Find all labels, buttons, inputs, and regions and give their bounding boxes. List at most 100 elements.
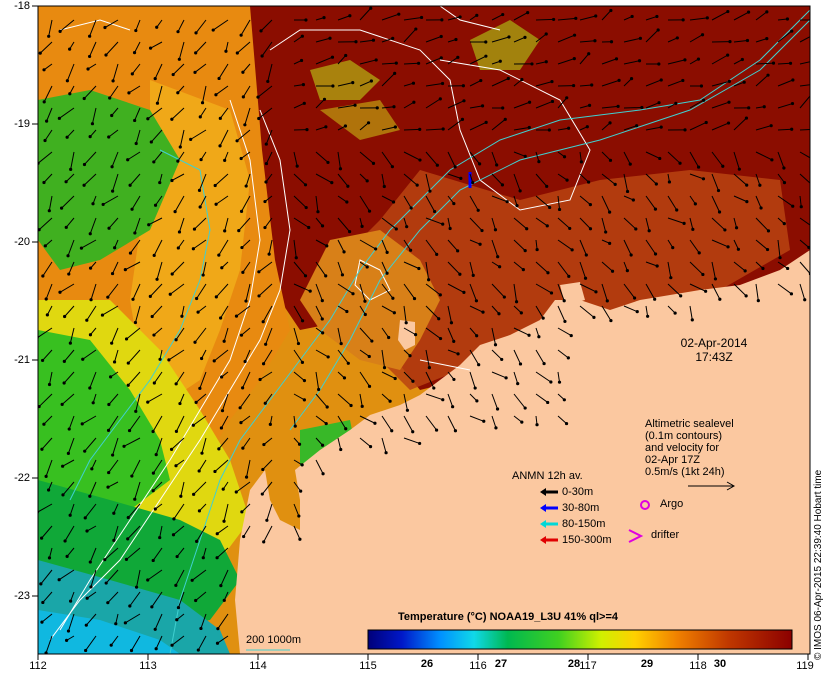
velocity-arrow-head: [103, 558, 107, 562]
velocity-arrow: [667, 217, 685, 224]
velocity-arrow-head: [516, 381, 520, 386]
velocity-arrow-head: [130, 72, 134, 76]
velocity-arrow-head: [718, 297, 722, 301]
velocity-arrow-head: [734, 226, 739, 230]
velocity-arrow: [337, 195, 348, 203]
velocity-arrow: [601, 195, 611, 213]
velocity-arrow: [223, 503, 229, 522]
velocity-arrow-head: [409, 248, 413, 252]
velocity-arrow-head: [174, 583, 178, 587]
velocity-arrow-head: [790, 101, 795, 106]
velocity-arrow-head: [647, 229, 651, 233]
velocity-arrow-head: [681, 18, 685, 22]
velocity-arrow-head: [346, 184, 350, 188]
velocity-arrow: [425, 151, 438, 166]
velocity-arrow: [667, 37, 678, 43]
velocity-arrow-head: [189, 137, 193, 141]
velocity-arrow: [755, 283, 759, 301]
velocity-arrow: [159, 525, 163, 538]
velocity-arrow-head: [630, 14, 634, 19]
velocity-arrow-head: [321, 472, 325, 476]
velocity-arrow: [105, 41, 119, 56]
velocity-arrow-head: [263, 199, 267, 204]
velocity-arrow: [557, 305, 566, 322]
velocity-arrow: [40, 569, 53, 585]
velocity-arrow: [447, 173, 461, 179]
velocity-arrow-head: [239, 421, 243, 425]
velocity-arrow: [128, 85, 141, 94]
velocity-arrow-head: [366, 121, 371, 125]
velocity-arrow-head: [745, 200, 749, 204]
velocity-arrow-head: [214, 295, 218, 299]
velocity-arrow: [513, 261, 524, 271]
velocity-arrow-head: [701, 177, 706, 181]
velocity-arrow-head: [570, 248, 574, 252]
velocity-arrow-head: [175, 554, 179, 559]
velocity-arrow-head: [452, 377, 456, 382]
velocity-arrow-head: [693, 202, 697, 206]
velocity-arrow-head: [83, 449, 87, 453]
velocity-arrow: [268, 239, 273, 255]
velocity-arrow: [67, 613, 75, 632]
velocity-arrow: [112, 63, 119, 81]
velocity-arrow: [238, 217, 251, 231]
velocity-arrow-head: [609, 318, 613, 323]
velocity-arrow-head: [299, 489, 303, 493]
velocity-arrow-head: [171, 72, 175, 77]
velocity-arrow-head: [113, 246, 117, 250]
velocity-arrow: [447, 327, 455, 342]
velocity-arrow-head: [108, 96, 112, 100]
x-label-115: 115: [359, 660, 377, 672]
velocity-arrow-head: [771, 61, 776, 65]
velocity-arrow: [777, 103, 793, 109]
velocity-arrow: [315, 415, 327, 424]
velocity-arrow: [38, 503, 53, 513]
velocity-arrow-head: [587, 103, 592, 108]
velocity-arrow-head: [667, 180, 672, 184]
velocity-arrow-head: [351, 81, 355, 85]
velocity-arrow-head: [346, 361, 350, 365]
velocity-arrow: [601, 105, 619, 109]
velocity-arrow-head: [473, 386, 477, 390]
velocity-arrow-head: [338, 167, 343, 171]
velocity-arrow-head: [240, 245, 244, 250]
velocity-arrow: [755, 125, 772, 131]
velocity-arrow: [733, 261, 746, 272]
velocity-arrow-head: [47, 209, 51, 213]
velocity-arrow-head: [782, 181, 787, 185]
velocity-arrow-head: [268, 422, 272, 426]
velocity-arrow: [149, 283, 163, 297]
velocity-arrow-head: [807, 245, 810, 250]
velocity-arrow: [134, 305, 141, 323]
velocity-arrow-head: [177, 57, 181, 61]
velocity-arrow: [242, 437, 251, 449]
velocity-arrow: [557, 415, 567, 424]
velocity-arrow-head: [64, 225, 68, 229]
velocity-arrow-head: [293, 424, 297, 428]
velocity-arrow: [153, 327, 163, 336]
velocity-arrow-head: [84, 623, 88, 627]
velocity-arrow: [777, 261, 788, 269]
velocity-arrow: [111, 107, 119, 116]
velocity-arrow: [513, 349, 521, 365]
velocity-arrow: [491, 283, 505, 298]
velocity-arrow: [202, 547, 207, 558]
velocity-arrow-head: [124, 557, 129, 562]
velocity-arrow: [403, 195, 412, 209]
velocity-arrow: [200, 613, 207, 629]
velocity-arrow-head: [174, 382, 178, 386]
velocity-arrow-head: [592, 315, 596, 319]
velocity-arrow: [293, 415, 296, 427]
velocity-arrow-head: [68, 92, 72, 96]
velocity-arrow: [196, 525, 207, 542]
velocity-arrow-head: [244, 184, 248, 188]
velocity-arrow: [535, 371, 552, 383]
velocity-arrow-head: [239, 156, 243, 161]
velocity-arrow: [260, 19, 273, 32]
velocity-arrow-head: [127, 91, 131, 95]
velocity-arrow-head: [173, 210, 177, 214]
velocity-arrow-head: [176, 30, 180, 34]
velocity-arrow: [799, 283, 806, 300]
velocity-arrow-head: [347, 230, 352, 234]
velocity-arrow: [623, 125, 637, 131]
